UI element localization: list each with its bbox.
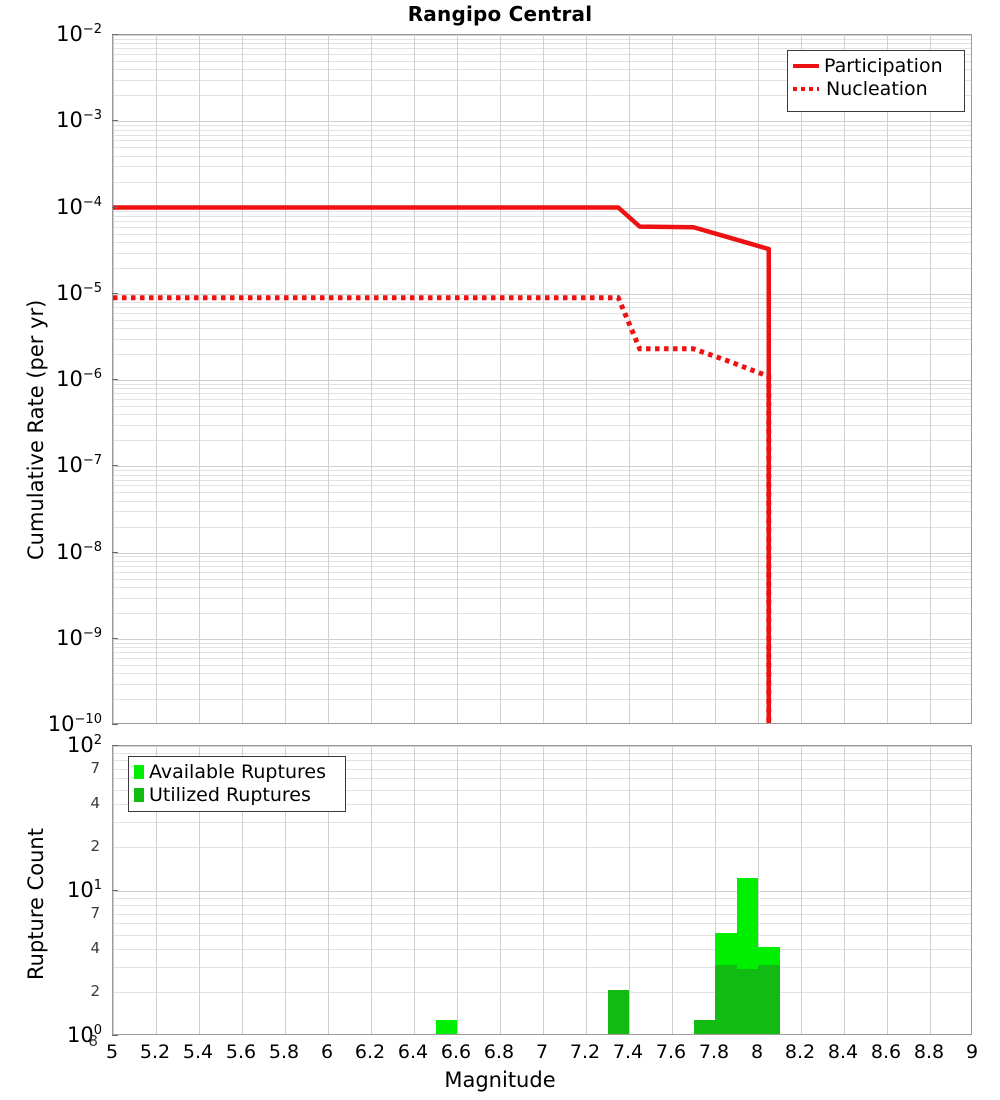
rupture-bar [736,877,758,1034]
cumulative-rate-plot [112,34,972,724]
x-tick-label: 8.6 [870,1041,902,1063]
bottom-y-minor-tick-label: 4 [90,793,100,812]
x-tick-label: 6 [320,1041,334,1063]
bottom-y-minor-tick-label: 7 [90,903,100,922]
bottom-y-minor-tick-label: 7 [90,758,100,777]
top-y-tick-mark [112,637,118,639]
nucleation-dotted-swatch-icon [793,86,819,91]
top-y-tick-label: 10−3 [56,108,102,133]
legend-label-participation: Participation [824,54,943,77]
bottom-y-minor-tick-label: 2 [90,982,100,1001]
top-y-tick-mark [112,465,118,467]
x-tick-label: 5.4 [182,1041,214,1063]
x-tick-label: 8.4 [827,1041,859,1063]
top-plot-curves [113,205,772,723]
top-plot-legend: Participation Nucleation [787,50,965,112]
x-tick-label: 5.6 [225,1041,257,1063]
top-y-tick-mark [112,292,118,294]
x-tick-label: 7.2 [569,1041,601,1063]
top-y-tick-mark [112,379,118,380]
legend-label-utilized-ruptures: Utilized Ruptures [149,783,311,806]
x-tick-label: 7.8 [698,1041,730,1063]
bottom-plot-y-axis-label: Rupture Count [24,828,48,980]
rupture-bar [758,946,780,1034]
bottom-y-axis-overflow-label: 8 [88,1032,98,1050]
utilized-rupture-segment [607,990,629,1034]
top-y-tick-mark [112,120,118,122]
x-tick-label: 8 [750,1041,764,1063]
x-tick-label: 6.6 [440,1041,472,1063]
top-plot-gridlines [113,35,971,723]
top-y-tick-label: 10−2 [56,22,102,46]
legend-label-available-ruptures: Available Ruptures [149,760,326,783]
rupture-bar [435,1020,457,1034]
top-y-tick-label: 10−5 [56,280,102,305]
legend-item-nucleation: Nucleation [793,77,958,100]
rupture-bar [607,990,629,1034]
bottom-y-minor-tick-label: 2 [90,837,100,856]
x-tick-label: 7.6 [655,1041,687,1063]
rupture-bar [693,1020,715,1034]
x-tick-label: 8.8 [913,1041,945,1063]
page-title: Rangipo Central [407,2,593,26]
series-participation [113,205,771,723]
utilized-rupture-segment [693,1020,715,1034]
utilized-ruptures-swatch-icon [134,787,144,802]
available-ruptures-swatch-icon [134,764,144,779]
x-tick-label: 5.2 [139,1041,171,1063]
x-tick-label: 6.2 [354,1041,386,1063]
x-tick-label: 5.8 [268,1041,300,1063]
series-nucleation [113,295,772,723]
top-y-tick-mark [112,34,118,35]
x-tick-label: 8.2 [784,1041,816,1063]
x-tick-label: 9 [965,1041,979,1063]
legend-item-utilized-ruptures: Utilized Ruptures [134,783,339,806]
top-y-tick-mark [112,724,118,725]
bottom-y-tick-label: 100 [66,1023,102,1047]
top-y-tick-mark [112,206,118,208]
bottom-y-tick-mark [112,890,118,891]
x-tick-label: 7 [535,1041,549,1063]
bottom-plot-gridlines [113,746,971,1034]
legend-item-participation: Participation [793,54,958,77]
bottom-y-minor-tick-label: 4 [90,938,100,957]
utilized-rupture-segment [758,964,780,1034]
x-tick-label: 7.4 [612,1041,644,1063]
bottom-plot-legend: Available Ruptures Utilized Ruptures [128,756,346,812]
rupture-bar [715,932,737,1034]
rupture-bars-group [113,746,971,1034]
top-y-tick-label: 10−10 [47,712,102,736]
utilized-rupture-segment [715,964,737,1034]
top-y-tick-label: 10−6 [56,367,102,391]
bottom-y-tick-label: 101 [66,878,102,902]
x-tick-label: 6.8 [483,1041,515,1063]
bottom-y-tick-label: 102 [66,733,102,757]
top-y-tick-mark [112,551,118,553]
available-rupture-segment [435,1020,457,1034]
top-y-tick-label: 10−7 [56,453,102,478]
utilized-rupture-segment [736,969,758,1034]
bottom-y-tick-mark [112,1035,118,1036]
top-y-tick-label: 10−9 [56,625,102,650]
bottom-y-tick-mark [112,745,118,746]
rupture-count-plot [112,745,972,1035]
legend-label-nucleation: Nucleation [826,77,928,100]
participation-line-swatch-icon [793,63,819,68]
x-tick-label: 6.4 [397,1041,429,1063]
x-tick-label: 5 [105,1041,119,1063]
top-y-tick-label: 10−8 [56,539,102,564]
x-axis-label: Magnitude [444,1068,556,1092]
top-plot-y-axis-label: Cumulative Rate (per yr) [24,299,48,560]
top-y-tick-label: 10−4 [56,194,102,219]
legend-item-available-ruptures: Available Ruptures [134,760,339,783]
